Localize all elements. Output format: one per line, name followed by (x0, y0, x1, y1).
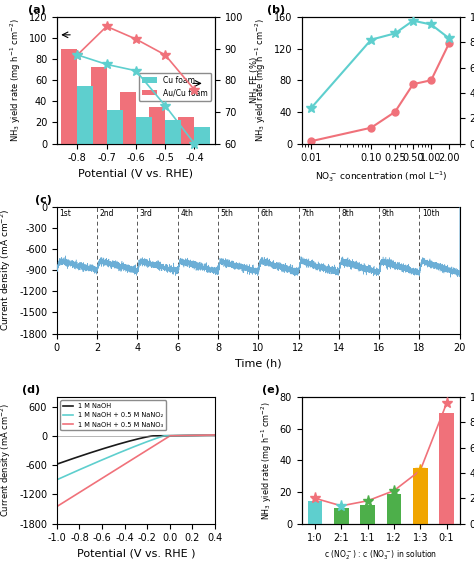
1 M NaOH + 0.5 M NaNO₂ (208, 432, 214, 439)
Bar (149, 106, 165, 144)
Bar (91, 66, 107, 144)
Bar (360, 504, 375, 524)
Line: 1 M NaOH + 0.5 M NaNO₃: 1 M NaOH + 0.5 M NaNO₃ (57, 435, 215, 507)
Text: 2nd: 2nd (100, 209, 114, 218)
1 M NaOH + 0.5 M NaNO₃ (183, 432, 189, 439)
Text: 4th: 4th (180, 209, 193, 218)
Text: (c): (c) (35, 195, 52, 205)
Bar (136, 117, 152, 144)
1 M NaOH (183, 432, 189, 439)
1 M NaOH + 0.5 M NaNO₂ (212, 432, 218, 439)
1 M NaOH + 0.5 M NaNO₂ (148, 437, 154, 444)
Bar (413, 468, 428, 524)
1 M NaOH (212, 432, 218, 439)
Y-axis label: NH$_3$ yield rate (mg h$^{-1}$ cm$^{-2}$): NH$_3$ yield rate (mg h$^{-1}$ cm$^{-2}$… (254, 18, 268, 142)
Text: 8th: 8th (341, 209, 354, 218)
Bar (308, 502, 322, 524)
1 M NaOH (130, 437, 136, 444)
Text: (b): (b) (267, 5, 285, 15)
Y-axis label: NH$_3$ yield rate (mg h$^{-1}$ cm$^{-2}$): NH$_3$ yield rate (mg h$^{-1}$ cm$^{-2}$… (9, 18, 23, 142)
Bar (120, 92, 136, 144)
Text: (a): (a) (28, 5, 46, 15)
1 M NaOH + 0.5 M NaNO₃ (130, 455, 136, 462)
1 M NaOH (129, 437, 135, 444)
1 M NaOH + 0.5 M NaNO₂ (54, 476, 60, 483)
Line: 1 M NaOH + 0.5 M NaNO₂: 1 M NaOH + 0.5 M NaNO₂ (57, 435, 215, 480)
Bar (334, 508, 348, 524)
1 M NaOH + 0.5 M NaNO₂ (183, 432, 189, 439)
1 M NaOH + 0.5 M NaNO₃ (148, 444, 154, 451)
Bar (107, 110, 123, 144)
1 M NaOH + 0.5 M NaNO₃ (139, 450, 145, 457)
Legend: Cu foam, Au/Cu foam: Cu foam, Au/Cu foam (139, 73, 211, 101)
Text: 5th: 5th (220, 209, 233, 218)
1 M NaOH (148, 433, 154, 440)
Text: 10th: 10th (422, 209, 439, 218)
1 M NaOH + 0.5 M NaNO₃ (129, 456, 135, 463)
Bar (439, 413, 454, 524)
Text: 9th: 9th (382, 209, 394, 218)
Bar (77, 86, 93, 144)
Y-axis label: Current density (mA cm$^{-2}$): Current density (mA cm$^{-2}$) (0, 209, 13, 332)
Legend: 1 M NaOH, 1 M NaOH + 0.5 M NaNO₂, 1 M NaOH + 0.5 M NaNO₃: 1 M NaOH, 1 M NaOH + 0.5 M NaNO₂, 1 M Na… (60, 400, 166, 430)
1 M NaOH + 0.5 M NaNO₂ (129, 444, 135, 451)
Bar (61, 48, 77, 144)
X-axis label: c (NO$_2^-$) : c (NO$_3^-$) in solution: c (NO$_2^-$) : c (NO$_3^-$) in solution (324, 549, 438, 562)
Bar (194, 127, 210, 144)
Text: 7th: 7th (301, 209, 314, 218)
Text: 3rd: 3rd (140, 209, 153, 218)
Y-axis label: NH$_3$ FE (%): NH$_3$ FE (%) (248, 56, 261, 104)
Text: 6th: 6th (261, 209, 273, 218)
X-axis label: NO$_3^-$ concentration (mol L$^{-1}$): NO$_3^-$ concentration (mol L$^{-1}$) (315, 169, 447, 184)
X-axis label: Potential (V vs. RHE): Potential (V vs. RHE) (78, 169, 193, 179)
Bar (387, 494, 401, 524)
Line: 1 M NaOH: 1 M NaOH (57, 435, 215, 464)
1 M NaOH + 0.5 M NaNO₂ (130, 444, 136, 450)
Y-axis label: NH$_3$ yield rate (mg h$^{-1}$ cm$^{-2}$): NH$_3$ yield rate (mg h$^{-1}$ cm$^{-2}$… (260, 401, 274, 520)
Bar (178, 117, 194, 144)
1 M NaOH + 0.5 M NaNO₃ (54, 503, 60, 510)
Y-axis label: Current density (mA cm$^{-2}$): Current density (mA cm$^{-2}$) (0, 403, 13, 517)
1 M NaOH + 0.5 M NaNO₃ (212, 432, 218, 439)
X-axis label: Time (h): Time (h) (235, 359, 282, 369)
1 M NaOH + 0.5 M NaNO₂ (139, 440, 145, 447)
X-axis label: Potential (V vs. RHE ): Potential (V vs. RHE ) (77, 549, 195, 559)
1 M NaOH (208, 432, 214, 439)
Text: (d): (d) (22, 385, 40, 395)
Bar (165, 120, 181, 144)
1 M NaOH + 0.5 M NaNO₃ (208, 432, 214, 439)
Text: (e): (e) (262, 385, 280, 395)
1 M NaOH (139, 435, 145, 441)
Text: 1st: 1st (59, 209, 71, 218)
1 M NaOH (54, 461, 60, 467)
